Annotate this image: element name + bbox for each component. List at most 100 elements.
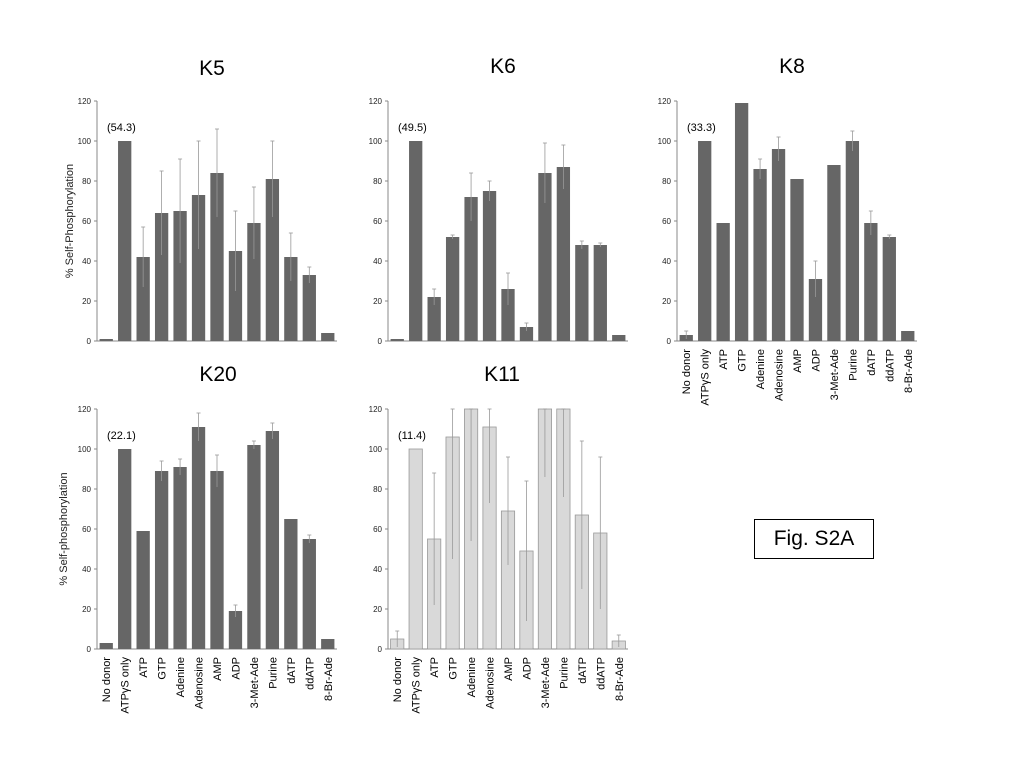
chart-panel-k11: K11 0 20 40 60 80 100 120 No donor ATPγS only ATP G… [369,363,628,714]
category-label: ATP [718,349,730,370]
bar-atp-s-only [698,141,712,341]
category-label: dATP [577,657,589,684]
figure-label: Fig. S2A [754,519,874,559]
category-label: GTP [448,657,460,680]
chart-annotation: (54.3) [107,122,136,134]
bar-adp [228,611,243,649]
category-label: Adenosine [194,657,206,709]
bar-purine [845,141,860,341]
bar-adenosine [191,195,206,341]
category-label: Adenine [175,657,187,697]
y-tick-label: 80 [662,177,671,186]
category-label: GTP [157,657,169,680]
bar-gtp [154,471,169,649]
category-label: ATPγS only [411,657,423,714]
y-tick-label: 80 [82,485,91,494]
chart-annotation: (22.1) [107,430,136,442]
y-tick-label: 100 [658,137,672,146]
bar-amp [790,179,804,341]
y-tick-label: 20 [373,297,382,306]
bar-ddatp [593,245,607,341]
bar-3-met-ade [247,445,261,649]
y-tick-label: 20 [373,605,382,614]
y-tick-label: 120 [369,405,383,414]
y-tick-label: 40 [373,257,382,266]
y-tick-label: 0 [667,337,672,346]
bar-ddatp [882,237,896,341]
bar-purine [556,167,571,341]
chart-panel-k20: K20 0 20 40 60 80 100 120 % Self-phosphorylation… [58,363,337,714]
category-label: Adenine [755,349,767,389]
y-tick-label: 40 [82,257,91,266]
category-label: ddATP [884,349,896,382]
y-tick-label: 60 [373,525,382,534]
category-label: dATP [286,657,298,684]
bar-gtp [154,213,169,341]
y-tick-label: 60 [82,525,91,534]
bar-datp [284,257,298,341]
bar-3-met-ade [247,223,261,341]
chart-panel-k5: K5 0 20 40 60 80 100 120 % Self-Phosphorylation (… [64,57,337,346]
y-tick-label: 60 [82,217,91,226]
y-tick-label: 100 [369,137,383,146]
category-label: 8-Br-Ade [903,349,915,393]
category-label: No donor [101,657,113,703]
bar-8-br-ade [612,335,626,341]
category-label: 3-Met-Ade [540,657,552,708]
category-label: AMP [503,657,515,681]
bar-8-br-ade [901,331,915,341]
y-tick-label: 100 [78,445,92,454]
category-label: 3-Met-Ade [829,349,841,400]
bar-gtp [734,103,749,341]
y-tick-label: 0 [378,337,383,346]
y-tick-label: 120 [78,405,92,414]
bar-adp [228,251,243,341]
chart-title: K20 [199,363,236,386]
chart-title: K8 [779,55,805,78]
category-label: Purine [267,657,279,689]
category-label: 3-Met-Ade [249,657,261,708]
bar-adenine [173,467,187,649]
bar-atp-s-only [409,141,423,341]
bar-atp [136,531,150,649]
bar-atp [136,257,150,341]
bar-amp [210,471,224,649]
bar-adenosine [771,149,786,341]
bar-gtp [445,237,460,341]
category-label: 8-Br-Ade [323,657,335,701]
category-label: AMP [792,349,804,373]
chart-panel-k8: K8 0 20 40 60 80 100 120 No donor ATPγS only ATP GT… [658,55,917,406]
chart-title: K6 [490,55,516,78]
bar-8-br-ade [321,639,335,649]
bar-adenine [464,197,478,341]
y-tick-label: 0 [378,645,383,654]
bar-no-donor [99,339,113,341]
category-label: 8-Br-Ade [614,657,626,701]
category-label: dATP [866,349,878,376]
y-tick-label: 120 [369,97,383,106]
chart-annotation: (33.3) [687,122,716,134]
bar-atp-s-only [118,449,132,649]
bar-atp-s-only [408,448,423,650]
bar-datp [864,223,878,341]
y-tick-label: 20 [82,297,91,306]
y-tick-label: 0 [87,645,92,654]
y-tick-label: 100 [369,445,383,454]
category-label: ATPγS only [700,349,712,406]
category-label: Adenosine [485,657,497,709]
chart-annotation: (49.5) [398,122,427,134]
category-label: Adenine [466,657,478,697]
category-label: ATP [429,657,441,678]
bar-atp [716,223,730,341]
y-tick-label: 80 [82,177,91,186]
category-label: ddATP [304,657,316,690]
bar-datp [284,519,298,649]
bar-adenosine [191,427,206,649]
y-tick-label: 120 [78,97,92,106]
y-tick-label: 80 [373,177,382,186]
category-label: No donor [681,349,693,395]
category-label: ADP [521,657,533,680]
bar-3-met-ade [827,165,841,341]
chart-panel-k6: K6 0 20 40 60 80 100 120 (49.5) [369,55,628,346]
